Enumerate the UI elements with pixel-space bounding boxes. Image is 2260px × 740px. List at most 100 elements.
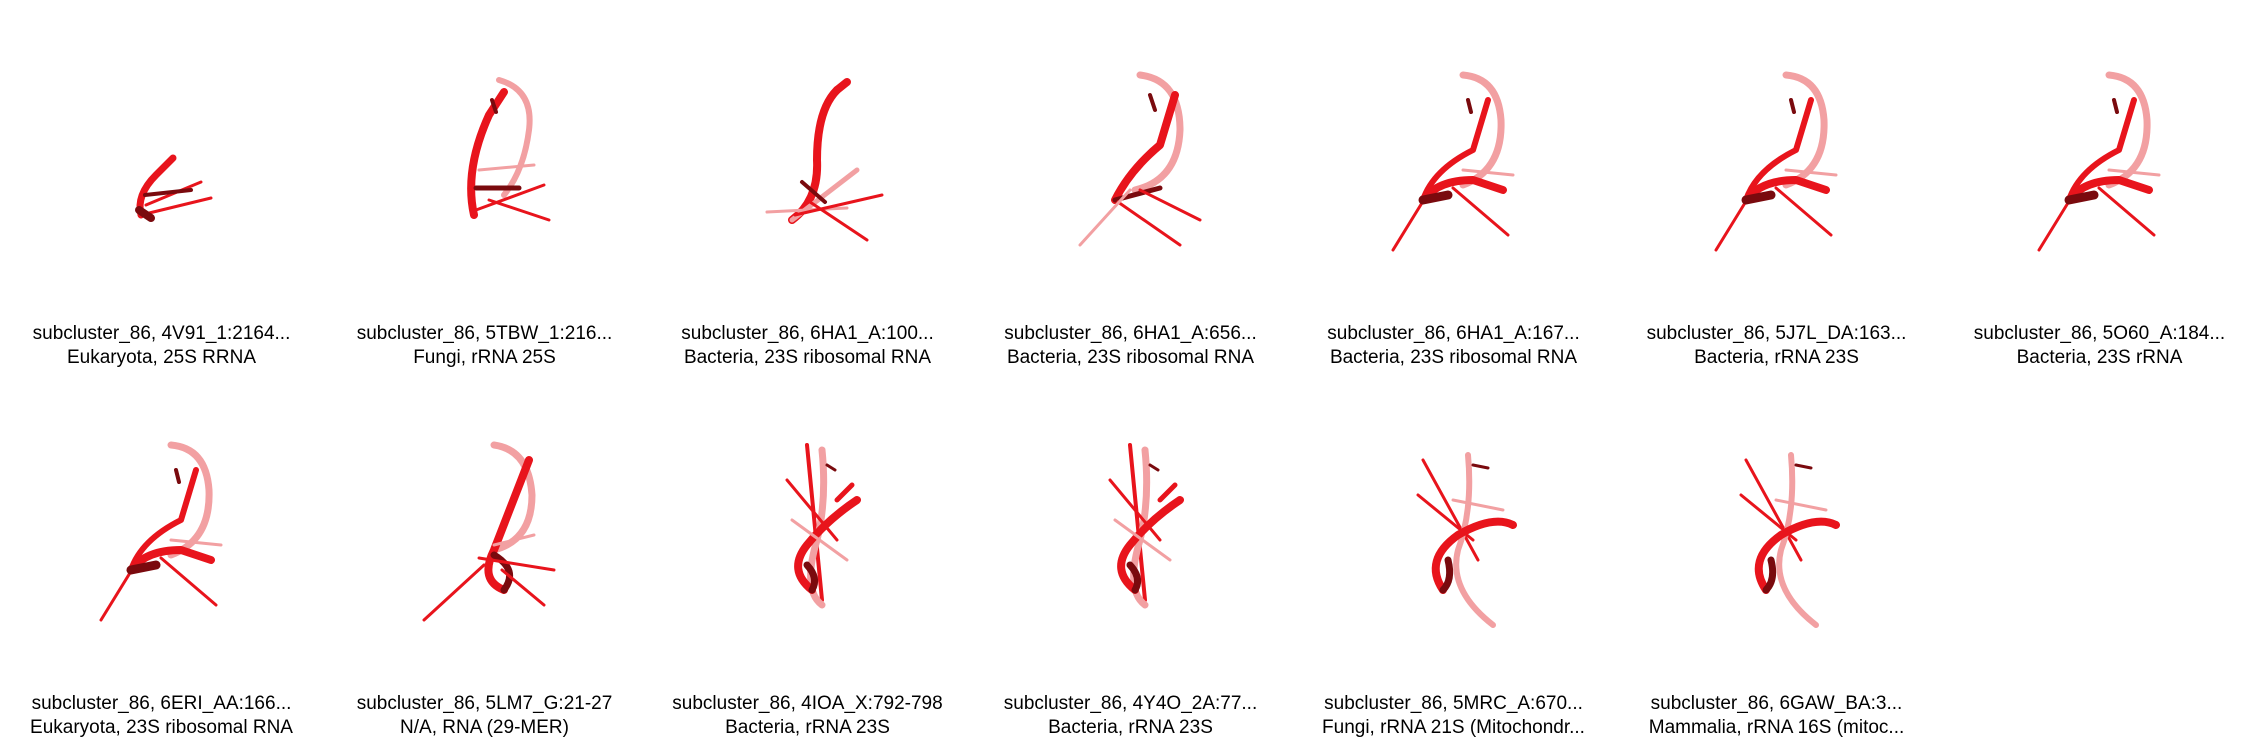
backbone-stroke <box>1148 463 1160 472</box>
backbone-stroke <box>1418 190 1453 205</box>
backbone-stroke <box>2107 168 2161 177</box>
backbone-stroke <box>2066 97 2137 203</box>
backbone-stroke <box>492 533 536 547</box>
rna-backbone-drawing <box>765 78 884 242</box>
structure-caption: subcluster_86, 5J7L_DA:163... Bacteria, r… <box>1615 322 1938 370</box>
rna-backbone-drawing <box>1714 71 1838 252</box>
structure-subtitle: Mammalia, rRNA 16S (mitoc... <box>1648 717 1905 738</box>
structure-card[interactable]: subcluster_86, 5MRC_A:670... Fungi, rRNA … <box>1292 370 1615 740</box>
structure-title: subcluster_86, 5MRC_A:670... <box>1324 693 1583 714</box>
backbone-stroke <box>1421 458 1480 562</box>
structure-title: subcluster_86, 6HA1_A:100... <box>681 323 934 344</box>
structure-card[interactable]: subcluster_86, 6HA1_A:656... Bacteria, 23… <box>969 0 1292 370</box>
backbone-stroke <box>1743 97 1814 203</box>
backbone-stroke <box>1741 190 1776 205</box>
backbone-stroke <box>1774 498 1828 512</box>
backbone-stroke <box>2064 190 2099 205</box>
rna-backbone-drawing <box>1391 71 1515 252</box>
structure-title: subcluster_86, 4V91_1:2164... <box>32 323 291 344</box>
backbone-stroke <box>1420 97 1491 203</box>
backbone-stroke <box>788 86 841 224</box>
backbone-stroke <box>1148 93 1157 112</box>
structure-card[interactable]: subcluster_86, 4IOA_X:792-798 Bacteria, r… <box>646 370 969 740</box>
structure-card[interactable]: subcluster_86, 6GAW_BA:3... Mammalia, rRN… <box>1615 370 1938 740</box>
structure-caption: subcluster_86, 4IOA_X:792-798 Bacteria, r… <box>646 692 969 740</box>
rna-backbone-drawing <box>1078 71 1202 247</box>
structure-card[interactable]: subcluster_86, 6HA1_A:167... Bacteria, 23… <box>1292 0 1615 370</box>
backbone-stroke <box>167 441 213 559</box>
backbone-stroke <box>1794 463 1813 470</box>
backbone-stroke <box>1126 561 1142 594</box>
backbone-stroke <box>422 563 486 622</box>
structure-caption: subcluster_86, 5TBW_1:216... Fungi, rRNA … <box>323 322 646 370</box>
structure-title: subcluster_86, 6GAW_BA:3... <box>1650 693 1903 714</box>
structure-caption: subcluster_86, 6HA1_A:656... Bacteria, 23… <box>969 322 1292 370</box>
backbone-stroke <box>2037 196 2073 252</box>
backbone-stroke <box>1131 71 1184 194</box>
rna-structure-image <box>384 440 584 640</box>
backbone-stroke <box>174 468 181 484</box>
backbone-stroke <box>159 556 218 607</box>
structure-caption: subcluster_86, 6HA1_A:167... Bacteria, 23… <box>1292 322 1615 370</box>
backbone-stroke <box>135 206 155 222</box>
structure-subtitle: Bacteria, rRNA 23S <box>1694 347 1859 368</box>
structure-card[interactable]: subcluster_86, 4V91_1:2164... Eukaryota, … <box>0 0 323 370</box>
structure-card[interactable]: subcluster_86, 5LM7_G:21-27 N/A, RNA (29-… <box>323 370 646 740</box>
structure-caption: subcluster_86, 4V91_1:2164... Eukaryota, … <box>0 322 323 370</box>
rna-backbone-drawing <box>2037 71 2161 252</box>
backbone-stroke <box>1762 556 1777 594</box>
structure-card[interactable]: subcluster_86, 6ERI_AA:166... Eukaryota, … <box>0 370 323 740</box>
rna-structure-image <box>1353 440 1553 640</box>
backbone-stroke <box>477 556 556 572</box>
backbone-stroke <box>790 518 849 562</box>
backbone-stroke <box>1461 168 1515 177</box>
backbone-stroke <box>128 467 199 573</box>
rna-structure-image <box>61 70 261 270</box>
structure-card[interactable]: subcluster_86, 6HA1_A:100... Bacteria, 23… <box>646 0 969 370</box>
backbone-stroke <box>793 193 884 217</box>
backbone-stroke <box>1739 493 1798 542</box>
backbone-stroke <box>1774 186 1833 237</box>
backbone-stroke <box>834 482 855 503</box>
rna-backbone-drawing <box>1416 452 1517 628</box>
structure-card[interactable]: subcluster_86, 5TBW_1:216... Fungi, rRNA … <box>323 0 646 370</box>
structure-title: subcluster_86, 4Y4O_2A:77... <box>1003 693 1258 714</box>
backbone-stroke <box>139 196 213 217</box>
structure-caption: subcluster_86, 4Y4O_2A:77... Bacteria, rR… <box>969 692 1292 740</box>
rna-backbone-drawing <box>785 443 861 609</box>
structure-subtitle: Bacteria, rRNA 23S <box>725 717 890 738</box>
structure-subtitle: Bacteria, 23S ribosomal RNA <box>683 347 932 368</box>
backbone-stroke <box>1782 71 1828 189</box>
backbone-stroke <box>484 456 533 594</box>
structure-card[interactable]: subcluster_86, 5J7L_DA:163... Bacteria, r… <box>1615 0 1938 370</box>
rna-backbone-drawing <box>422 441 556 622</box>
backbone-stroke <box>487 198 551 222</box>
backbone-stroke <box>825 463 837 472</box>
backbone-stroke <box>496 77 533 198</box>
backbone-stroke <box>1078 188 1132 247</box>
backbone-stroke <box>1111 91 1179 204</box>
rna-backbone-drawing <box>1739 452 1840 628</box>
backbone-stroke <box>805 443 824 602</box>
backbone-stroke <box>785 478 839 542</box>
backbone-stroke <box>1459 71 1505 189</box>
backbone-stroke <box>803 561 819 594</box>
backbone-stroke <box>500 568 546 607</box>
structure-card[interactable]: subcluster_86, 5O60_A:184... Bacteria, 23… <box>1938 0 2260 370</box>
backbone-stroke <box>1439 556 1454 594</box>
backbone-stroke <box>1451 498 1505 512</box>
backbone-stroke <box>794 496 861 594</box>
backbone-stroke <box>99 566 135 622</box>
backbone-stroke <box>2105 71 2151 189</box>
backbone-stroke <box>1117 496 1184 594</box>
structure-subtitle: Eukaryota, 23S ribosomal RNA <box>30 717 293 738</box>
backbone-stroke <box>490 98 498 114</box>
rna-structure-image <box>61 440 261 640</box>
structure-subtitle: Bacteria, 23S ribosomal RNA <box>1006 347 1255 368</box>
rna-structure-image <box>1676 440 1876 640</box>
backbone-stroke <box>2097 186 2156 237</box>
backbone-stroke <box>1128 443 1147 602</box>
structure-card[interactable]: subcluster_86, 4Y4O_2A:77... Bacteria, rR… <box>969 370 1292 740</box>
structure-caption: subcluster_86, 5MRC_A:670... Fungi, rRNA … <box>1292 692 1615 740</box>
